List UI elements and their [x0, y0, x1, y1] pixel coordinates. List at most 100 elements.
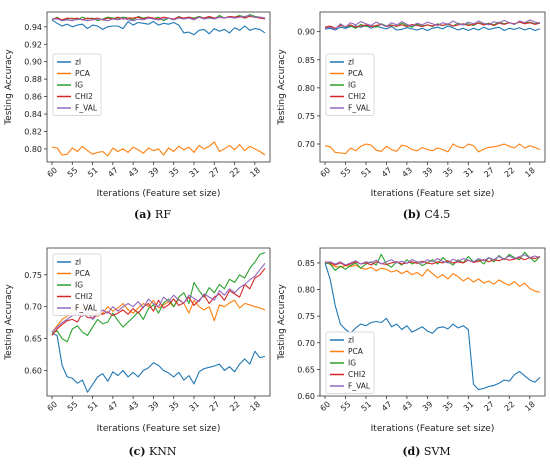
x-tick-label: 60 [46, 400, 60, 413]
x-tick-label: 55 [66, 400, 80, 413]
y-tick-label: 0.75 [24, 271, 42, 280]
legend-label-pca: PCA [75, 269, 91, 278]
legend-label-pca: PCA [75, 69, 91, 78]
x-tick-label: 39 [421, 400, 435, 413]
legend-label-chi2: CHI2 [348, 92, 366, 101]
legend-label-zi: zI [348, 58, 354, 67]
legend: zI PCA IG CHI2 F_VAL [53, 54, 101, 116]
caption-letter: (b) [403, 208, 421, 221]
x-tick-label: 47 [106, 166, 120, 179]
legend-label-pca: PCA [348, 69, 364, 78]
legend-label-zi: zI [75, 58, 81, 67]
x-tick-label: 35 [167, 400, 181, 413]
x-tick-label: 43 [127, 166, 141, 179]
x-tick-label: 47 [380, 166, 394, 179]
y-tick-label: 0.94 [24, 23, 42, 32]
y-tick-label: 0.86 [24, 93, 42, 102]
x-tick-label: 60 [319, 166, 333, 179]
x-tick-label: 22 [228, 400, 242, 413]
legend: zI PCA IG CHI2 F_VAL [326, 54, 374, 116]
legend-label-f_val: F_VAL [75, 304, 98, 313]
x-tick-label: 51 [359, 166, 373, 179]
y-tick-label: 0.80 [297, 286, 315, 295]
legend-label-zi: zI [75, 258, 81, 267]
legend-label-chi2: CHI2 [348, 370, 366, 379]
legend-label-f_val: F_VAL [75, 104, 98, 113]
y-tick-label: 0.70 [297, 339, 315, 348]
x-tick-label: 18 [523, 166, 537, 179]
y-tick-label: 0.60 [24, 366, 42, 375]
y-tick-label: 0.80 [297, 84, 315, 93]
x-tick-label: 22 [503, 400, 517, 413]
x-tick-label: 60 [46, 166, 60, 179]
x-tick-label: 35 [441, 166, 455, 179]
caption-letter: (a) [134, 208, 152, 221]
legend: zI PCA IG CHI2 F_VAL [326, 332, 374, 394]
x-tick-label: 27 [482, 166, 496, 179]
x-tick-label: 27 [208, 400, 222, 413]
x-tick-label: 43 [400, 400, 414, 413]
x-axis-label: Iterations (Feature set size) [97, 424, 221, 434]
x-tick-label: 22 [228, 166, 242, 179]
x-tick-label: 39 [147, 166, 161, 179]
y-tick-label: 0.65 [297, 365, 315, 374]
legend-label-f_val: F_VAL [348, 104, 371, 113]
caption-letter: (d) [402, 445, 420, 458]
x-axis-label: Iterations (Feature set size) [371, 424, 495, 434]
x-tick-label: 31 [188, 400, 202, 413]
x-tick-label: 18 [248, 166, 262, 179]
x-tick-label: 47 [106, 400, 120, 413]
x-tick-label: 55 [339, 400, 353, 413]
legend-label-pca: PCA [348, 347, 364, 356]
y-tick-label: 0.70 [24, 303, 42, 312]
x-tick-label: 39 [421, 166, 435, 179]
x-tick-label: 27 [482, 400, 496, 413]
y-tick-label: 0.85 [297, 56, 315, 65]
x-tick-label: 43 [127, 400, 141, 413]
y-tick-label: 0.85 [297, 259, 315, 268]
caption-name: C4.5 [421, 208, 450, 221]
legend: zI PCA IG CHI2 F_VAL [53, 254, 101, 316]
y-axis-label: Testing Accuracy [277, 284, 287, 361]
legend-label-zi: zI [348, 336, 354, 345]
caption-letter: (c) [128, 445, 145, 458]
legend-label-ig: IG [348, 359, 356, 368]
x-tick-label: 60 [319, 400, 333, 413]
legend-label-chi2: CHI2 [75, 292, 93, 301]
panel-caption: (d) SVM [402, 445, 450, 458]
x-tick-label: 43 [400, 166, 414, 179]
caption-name: SVM [420, 445, 450, 458]
panel-caption: (b) C4.5 [403, 208, 451, 221]
x-tick-label: 55 [339, 166, 353, 179]
chart-panel-c45: 0.700.750.800.850.9060 55 51 47 43 39 35 31 27 22… [277, 12, 545, 221]
x-tick-label: 18 [248, 400, 262, 413]
y-axis-label: Testing Accuracy [4, 49, 14, 126]
x-tick-label: 18 [523, 400, 537, 413]
y-tick-label: 0.75 [297, 312, 315, 321]
x-tick-label: 51 [359, 400, 373, 413]
y-tick-label: 0.92 [24, 40, 42, 49]
chart-panel-svm: 0.60 0.65 0.70 0.75 0.80 0.85 60 55 51 47 43 39 35 31… [277, 248, 545, 458]
y-tick-label: 0.82 [24, 127, 42, 136]
y-tick-label: 0.70 [297, 140, 315, 149]
x-tick-label: 31 [462, 400, 476, 413]
legend-label-f_val: F_VAL [348, 382, 371, 391]
y-axis-label: Testing Accuracy [4, 284, 14, 361]
y-tick-label: 0.80 [24, 145, 42, 154]
y-tick-label: 0.60 [297, 392, 315, 401]
x-axis-label: Iterations (Feature set size) [97, 189, 221, 199]
x-tick-label: 31 [188, 166, 202, 179]
x-tick-label: 39 [147, 400, 161, 413]
y-tick-label: 0.84 [24, 110, 42, 119]
x-tick-label: 51 [86, 400, 100, 413]
y-axis-label: Testing Accuracy [277, 49, 287, 126]
legend-label-ig: IG [75, 81, 83, 90]
legend-label-chi2: CHI2 [75, 92, 93, 101]
chart-panel-knn: 0.60 0.65 0.70 0.75 60 55 51 47 43 39 35 31 27 22 18 Te… [4, 248, 270, 458]
x-axis-label: Iterations (Feature set size) [371, 189, 495, 199]
panel-caption: (c) KNN [128, 445, 176, 458]
x-tick-label: 35 [167, 166, 181, 179]
x-tick-label: 55 [66, 166, 80, 179]
y-tick-label: 0.65 [24, 335, 42, 344]
